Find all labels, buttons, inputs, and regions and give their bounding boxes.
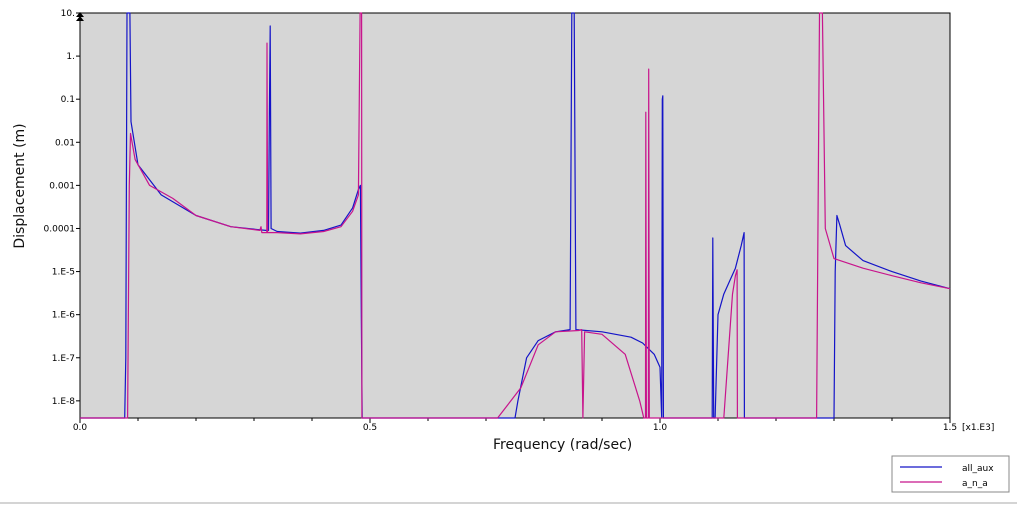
x-tick-label: 1.0 xyxy=(653,423,668,433)
legend: all_aux a_n_a xyxy=(891,455,1010,493)
y-axis-label: Displacement (m) xyxy=(12,123,28,248)
y-tick-label: 1.E-7 xyxy=(52,354,75,364)
legend-label-a-n-a: a_n_a xyxy=(962,479,988,489)
x-tick-label: 0.0 xyxy=(73,423,88,433)
x-axis-scale-label: [x1.E3] xyxy=(962,423,994,433)
y-tick-label: 1.E-5 xyxy=(52,268,75,278)
y-tick-label: 0.001 xyxy=(49,181,75,191)
series-line-a-n-a xyxy=(80,12,951,419)
y-tick-label: 0.01 xyxy=(55,138,75,148)
y-tick-label: 0.0001 xyxy=(44,224,76,234)
x-axis-label: Frequency (rad/sec) xyxy=(493,437,632,453)
series-line-all-aux xyxy=(80,12,951,419)
y-tick-label: 1. xyxy=(66,52,75,62)
y-tick-label: 1.E-6 xyxy=(52,311,76,321)
y-tick-label: 0.1 xyxy=(61,95,75,105)
y-tick-label: 10. xyxy=(61,9,75,19)
x-tick-label: 1.5 xyxy=(943,423,957,433)
y-tick-label: 1.E-8 xyxy=(52,397,76,407)
x-tick-label: 0.5 xyxy=(363,423,377,433)
legend-box xyxy=(891,455,1010,493)
series-layer xyxy=(80,12,951,419)
legend-label-all-aux: all_aux xyxy=(962,464,994,474)
x-axis-ticks: 0.0 0.5 1.0 1.5 xyxy=(73,418,957,433)
y-axis-top-arrow-icon xyxy=(76,12,84,21)
y-axis-ticks: 10. 1. 0.1 0.01 0.001 0.0001 1.E-5 1.E-6 1.E-7 1.… xyxy=(44,9,80,407)
plot-area xyxy=(79,12,951,419)
